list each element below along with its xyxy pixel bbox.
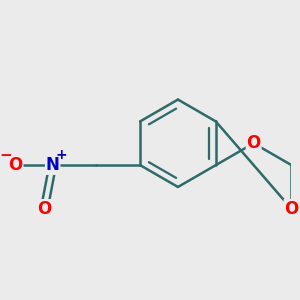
Text: O: O (247, 134, 261, 152)
Text: O: O (37, 200, 51, 218)
Text: +: + (55, 148, 67, 162)
Text: −: − (0, 148, 12, 163)
Text: O: O (284, 200, 298, 218)
Text: O: O (8, 156, 23, 174)
Text: N: N (46, 156, 60, 174)
